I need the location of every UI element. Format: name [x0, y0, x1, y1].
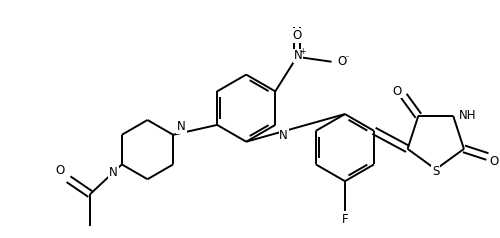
Text: O: O [392, 85, 402, 98]
Text: O: O [337, 55, 346, 68]
Text: N: N [109, 166, 118, 179]
Text: F: F [342, 213, 348, 226]
Text: N: N [294, 49, 302, 62]
Text: O: O [490, 154, 498, 168]
Text: +: + [299, 47, 306, 56]
Text: N: N [279, 129, 288, 142]
Text: O: O [292, 29, 302, 42]
Text: ⁻: ⁻ [344, 54, 349, 63]
Text: N: N [177, 120, 186, 133]
Text: S: S [432, 165, 440, 178]
Text: NH: NH [459, 109, 476, 122]
Text: O: O [56, 164, 64, 177]
